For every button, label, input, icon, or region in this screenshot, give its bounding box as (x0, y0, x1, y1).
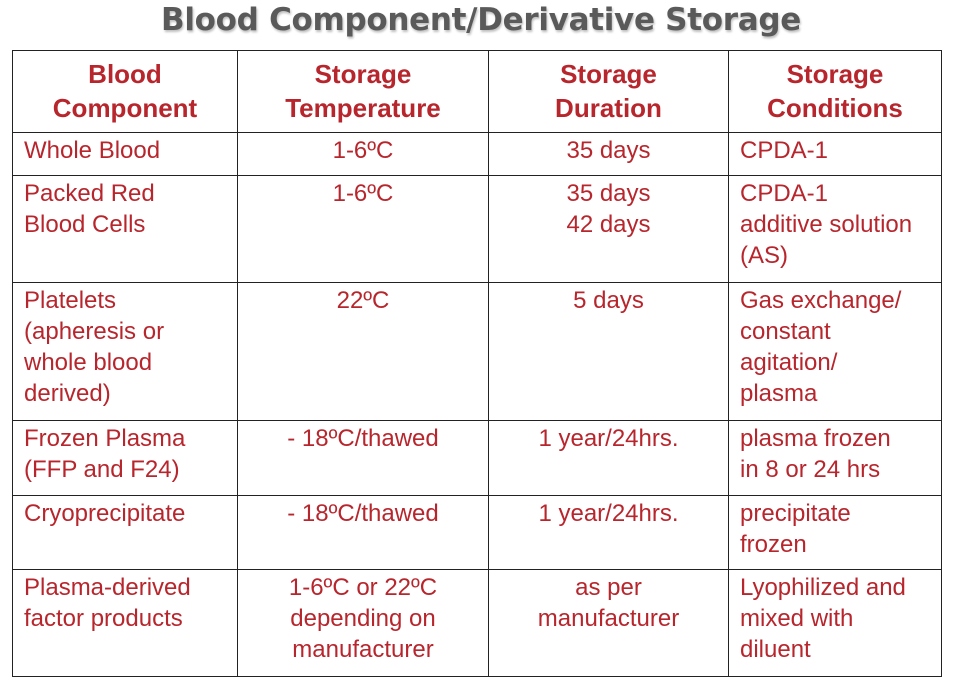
table-row: Frozen Plasma (FFP and F24) - 18ºC/thawe… (12, 420, 942, 496)
cell-line: agitation/ (740, 349, 838, 376)
cell-conditions: CPDA-1 (728, 132, 942, 176)
cell-line: constant (740, 318, 831, 345)
cell-line: 1-6ºC or 22ºC (288, 574, 438, 601)
cell-component: Plasma-derived factor products (12, 569, 238, 677)
cell-line: 35 days (566, 180, 651, 207)
cell-line: 42 days (566, 211, 651, 238)
cell-line: Packed Red (24, 180, 155, 207)
cell-component: Cryoprecipitate (12, 495, 238, 570)
cell-line: manufacturer (292, 636, 434, 663)
cell-line: Cryoprecipitate (24, 500, 186, 527)
table-row: Platelets (apheresis or whole blood deri… (12, 282, 942, 421)
cell-line: (FFP and F24) (24, 456, 180, 483)
cell-temperature: 22ºC (237, 282, 489, 421)
cell-line: in 8 or 24 hrs (740, 456, 881, 483)
cell-line: 35 days (566, 137, 651, 164)
cell-conditions: Gas exchange/ constant agitation/ plasma (728, 282, 942, 421)
cell-line: Frozen Plasma (24, 425, 186, 452)
cell-line: - 18ºC/thawed (287, 425, 439, 452)
cell-line: Blood Cells (24, 211, 146, 238)
table-row: Cryoprecipitate - 18ºC/thawed 1 year/24h… (12, 495, 942, 570)
header-storage-conditions: Storage Conditions (728, 50, 942, 133)
page-title: Blood Component/Derivative Storage (161, 2, 801, 38)
cell-line: Gas exchange/ (740, 287, 902, 314)
cell-line: Lyophilized and (740, 574, 906, 601)
storage-table: Blood Component Storage Temperature Stor… (12, 50, 942, 677)
cell-line: Whole Blood (24, 137, 161, 164)
cell-component: Packed Red Blood Cells (12, 175, 238, 283)
cell-conditions: Lyophilized and mixed with diluent (728, 569, 942, 677)
cell-line: 1-6ºC (332, 137, 394, 164)
cell-line: manufacturer (537, 605, 680, 632)
cell-line: depending on (290, 605, 436, 632)
cell-temperature: 1-6ºC (237, 132, 489, 176)
table-row: Plasma-derived factor products 1-6ºC or … (12, 569, 942, 677)
cell-component: Frozen Plasma (FFP and F24) (12, 420, 238, 496)
cell-line: CPDA-1 (740, 137, 829, 164)
cell-duration: 1 year/24hrs. (488, 420, 729, 496)
cell-conditions: precipitate frozen (728, 495, 942, 570)
table-row: Packed Red Blood Cells 1-6ºC 35 days 42 … (12, 175, 942, 283)
cell-duration: 1 year/24hrs. (488, 495, 729, 570)
cell-line: (AS) (740, 242, 788, 269)
cell-line: CPDA-1 (740, 180, 829, 207)
cell-line: Plasma-derived (24, 574, 191, 601)
cell-line: diluent (740, 636, 811, 663)
cell-conditions: CPDA-1 additive solution (AS) (728, 175, 942, 283)
table-row: Whole Blood 1-6ºC 35 days CPDA-1 (12, 132, 942, 176)
cell-line: 5 days (573, 287, 644, 314)
cell-line: Platelets (24, 287, 117, 314)
cell-line: 22ºC (336, 287, 390, 314)
cell-duration: 35 days (488, 132, 729, 176)
cell-temperature: 1-6ºC (237, 175, 489, 283)
cell-line: as per (575, 574, 642, 601)
cell-temperature: 1-6ºC or 22ºC depending on manufacturer (237, 569, 489, 677)
cell-line: precipitate (740, 500, 851, 527)
cell-line: plasma (740, 380, 818, 407)
cell-line: frozen (740, 531, 807, 558)
cell-duration: 35 days 42 days (488, 175, 729, 283)
cell-temperature: - 18ºC/thawed (237, 495, 489, 570)
cell-component: Whole Blood (12, 132, 238, 176)
cell-line: whole blood (24, 349, 153, 376)
cell-line: 1 year/24hrs. (538, 425, 679, 452)
header-storage-duration: Storage Duration (488, 50, 729, 133)
header-storage-temperature: Storage Temperature (237, 50, 489, 133)
cell-line: additive solution (740, 211, 913, 238)
cell-duration: as per manufacturer (488, 569, 729, 677)
cell-line: plasma frozen (740, 425, 891, 452)
cell-conditions: plasma frozen in 8 or 24 hrs (728, 420, 942, 496)
cell-line: derived) (24, 380, 111, 407)
header-blood-component: Blood Component (12, 50, 238, 133)
cell-line: 1 year/24hrs. (538, 500, 679, 527)
cell-line: (apheresis or (24, 318, 165, 345)
cell-component: Platelets (apheresis or whole blood deri… (12, 282, 238, 421)
header-row: Blood Component Storage Temperature Stor… (12, 50, 942, 133)
cell-line: 1-6ºC (332, 180, 394, 207)
cell-temperature: - 18ºC/thawed (237, 420, 489, 496)
cell-line: mixed with (740, 605, 854, 632)
cell-line: factor products (24, 605, 183, 632)
cell-line: - 18ºC/thawed (287, 500, 439, 527)
cell-duration: 5 days (488, 282, 729, 421)
